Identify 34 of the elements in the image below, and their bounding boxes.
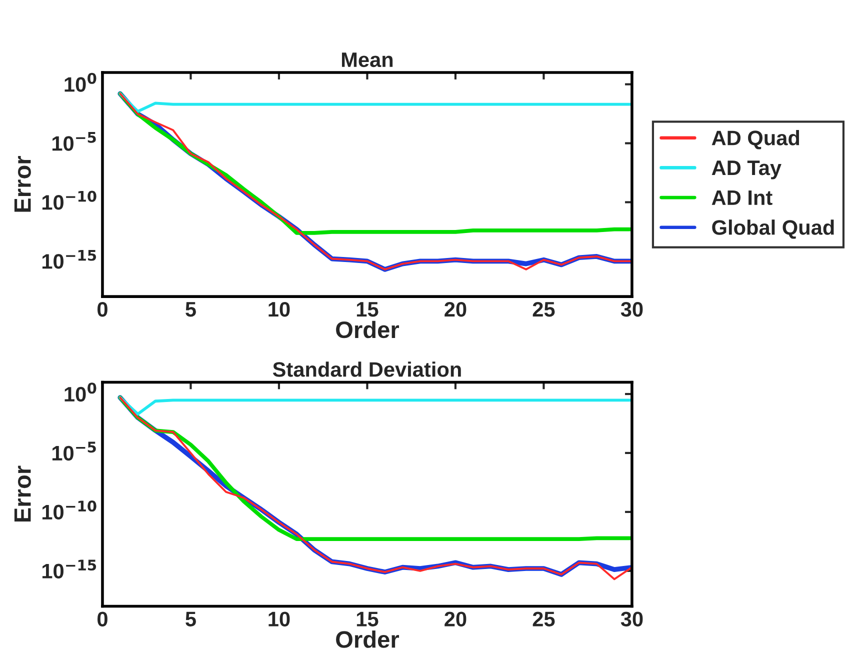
x-tick-label: 15 — [356, 302, 378, 317]
chart-title: Mean — [342, 52, 393, 68]
y-tick-label: 10$^{0}$ — [64, 382, 96, 402]
y-tick-label: 10$^{−5}$ — [52, 442, 96, 461]
x-axis-title: Order — [336, 320, 400, 338]
chart-title: Standard Deviation — [272, 362, 461, 377]
legend-label: AD Int — [712, 190, 772, 206]
x-tick-label: 0 — [98, 302, 108, 317]
line-series — [118, 396, 632, 416]
x-tick-label: 5 — [186, 612, 196, 626]
x-tick-label: 30 — [620, 612, 643, 626]
x-tick-label: 10 — [268, 302, 290, 317]
x-tick-label: 30 — [620, 302, 643, 317]
x-tick-label: 25 — [532, 612, 555, 626]
y-tick-label: 10$^{0}$ — [64, 72, 96, 92]
y-tick-label: 10$^{−15}$ — [42, 560, 96, 579]
y-tick-label: 10$^{−5}$ — [52, 132, 96, 151]
legend-label: AD Quad — [712, 130, 800, 150]
x-tick-label: 15 — [356, 612, 378, 626]
legend-label: Global Quad — [712, 220, 834, 239]
x-tick-label: 20 — [444, 612, 466, 626]
x-tick-label: 0 — [98, 612, 108, 626]
line-series — [118, 92, 632, 113]
x-tick-label: 20 — [444, 302, 466, 317]
y-axis-title: Error — [14, 466, 31, 522]
x-tick-label: 5 — [186, 302, 196, 317]
x-tick-label: 25 — [532, 302, 555, 317]
legend-label: AD Tay — [712, 160, 782, 180]
y-tick-label: 10$^{−10}$ — [42, 500, 96, 520]
x-tick-label: 10 — [268, 612, 290, 626]
y-axis-title: Error — [14, 156, 31, 212]
y-tick-label: 10$^{−10}$ — [42, 190, 96, 210]
y-tick-label: 10$^{−15}$ — [42, 250, 96, 269]
x-axis-title: Order — [336, 630, 400, 648]
